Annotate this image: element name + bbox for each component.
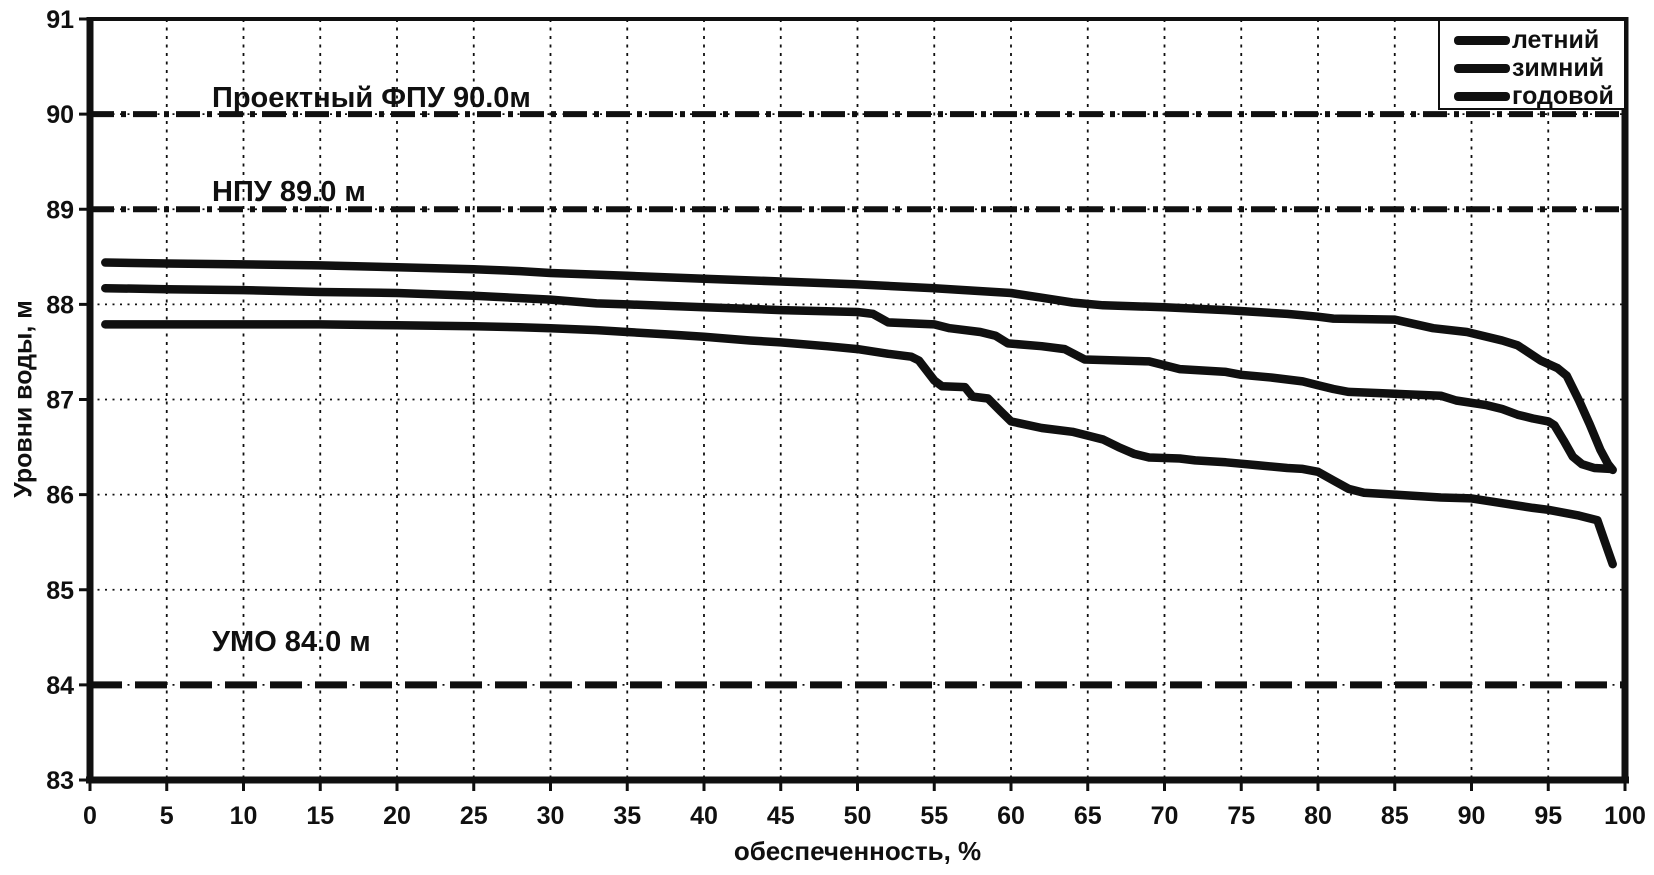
reference-label-fpu: Проектный ФПУ 90.0м	[212, 82, 531, 114]
y-tick-label: 86	[46, 482, 74, 510]
legend-line-sample-icon	[1454, 63, 1510, 73]
x-axis-title: обеспеченность, %	[733, 836, 982, 866]
legend: летний зимний годовой	[1438, 19, 1626, 110]
x-tick-label: 35	[613, 802, 641, 830]
x-tick-label: 100	[1604, 802, 1646, 830]
series-curve-летний	[101, 258, 1617, 475]
y-tick-label: 85	[46, 577, 74, 605]
x-tick-label: 95	[1534, 802, 1562, 830]
x-tick-label: 80	[1304, 802, 1332, 830]
legend-label: зимний	[1512, 53, 1605, 82]
x-tick-label: 70	[1151, 802, 1179, 830]
legend-item-zimniy: зимний	[1440, 54, 1624, 82]
y-axis-title: Уровни воды, м	[9, 300, 38, 498]
x-tick-label: 75	[1227, 802, 1255, 830]
legend-line-sample-icon	[1454, 91, 1510, 101]
x-tick-label: 50	[844, 802, 872, 830]
y-tick-label: 89	[46, 196, 74, 224]
x-tick-label: 45	[767, 802, 795, 830]
x-tick-label: 10	[230, 802, 258, 830]
x-tick-label: 90	[1458, 802, 1486, 830]
reference-label-npu: НПУ 89.0 м	[212, 176, 366, 208]
x-tick-label: 0	[83, 802, 97, 830]
x-tick-label: 25	[460, 802, 488, 830]
legend-item-letniy: летний	[1440, 26, 1624, 54]
legend-label: годовой	[1512, 81, 1614, 110]
y-tick-label: 83	[46, 767, 74, 795]
x-tick-label: 15	[306, 802, 334, 830]
legend-item-godovoy: годовой	[1440, 82, 1624, 110]
y-tick-label: 88	[46, 291, 74, 319]
x-tick-label: 40	[690, 802, 718, 830]
x-tick-label: 60	[997, 802, 1025, 830]
y-tick-label: 84	[46, 672, 74, 700]
x-tick-label: 85	[1381, 802, 1409, 830]
x-tick-label: 55	[920, 802, 948, 830]
legend-line-sample-icon	[1454, 35, 1510, 45]
y-tick-label: 91	[46, 6, 74, 34]
x-tick-label: 65	[1074, 802, 1102, 830]
x-tick-label: 20	[383, 802, 411, 830]
reference-label-umo: УМО 84.0 м	[212, 626, 371, 658]
legend-label: летний	[1512, 25, 1600, 54]
series-curve-зимний	[101, 283, 1614, 474]
x-tick-label: 5	[160, 802, 174, 830]
x-tick-label: 30	[537, 802, 565, 830]
y-tick-label: 87	[46, 387, 74, 415]
series-curve-годовой	[101, 320, 1617, 569]
y-tick-label: 90	[46, 101, 74, 129]
